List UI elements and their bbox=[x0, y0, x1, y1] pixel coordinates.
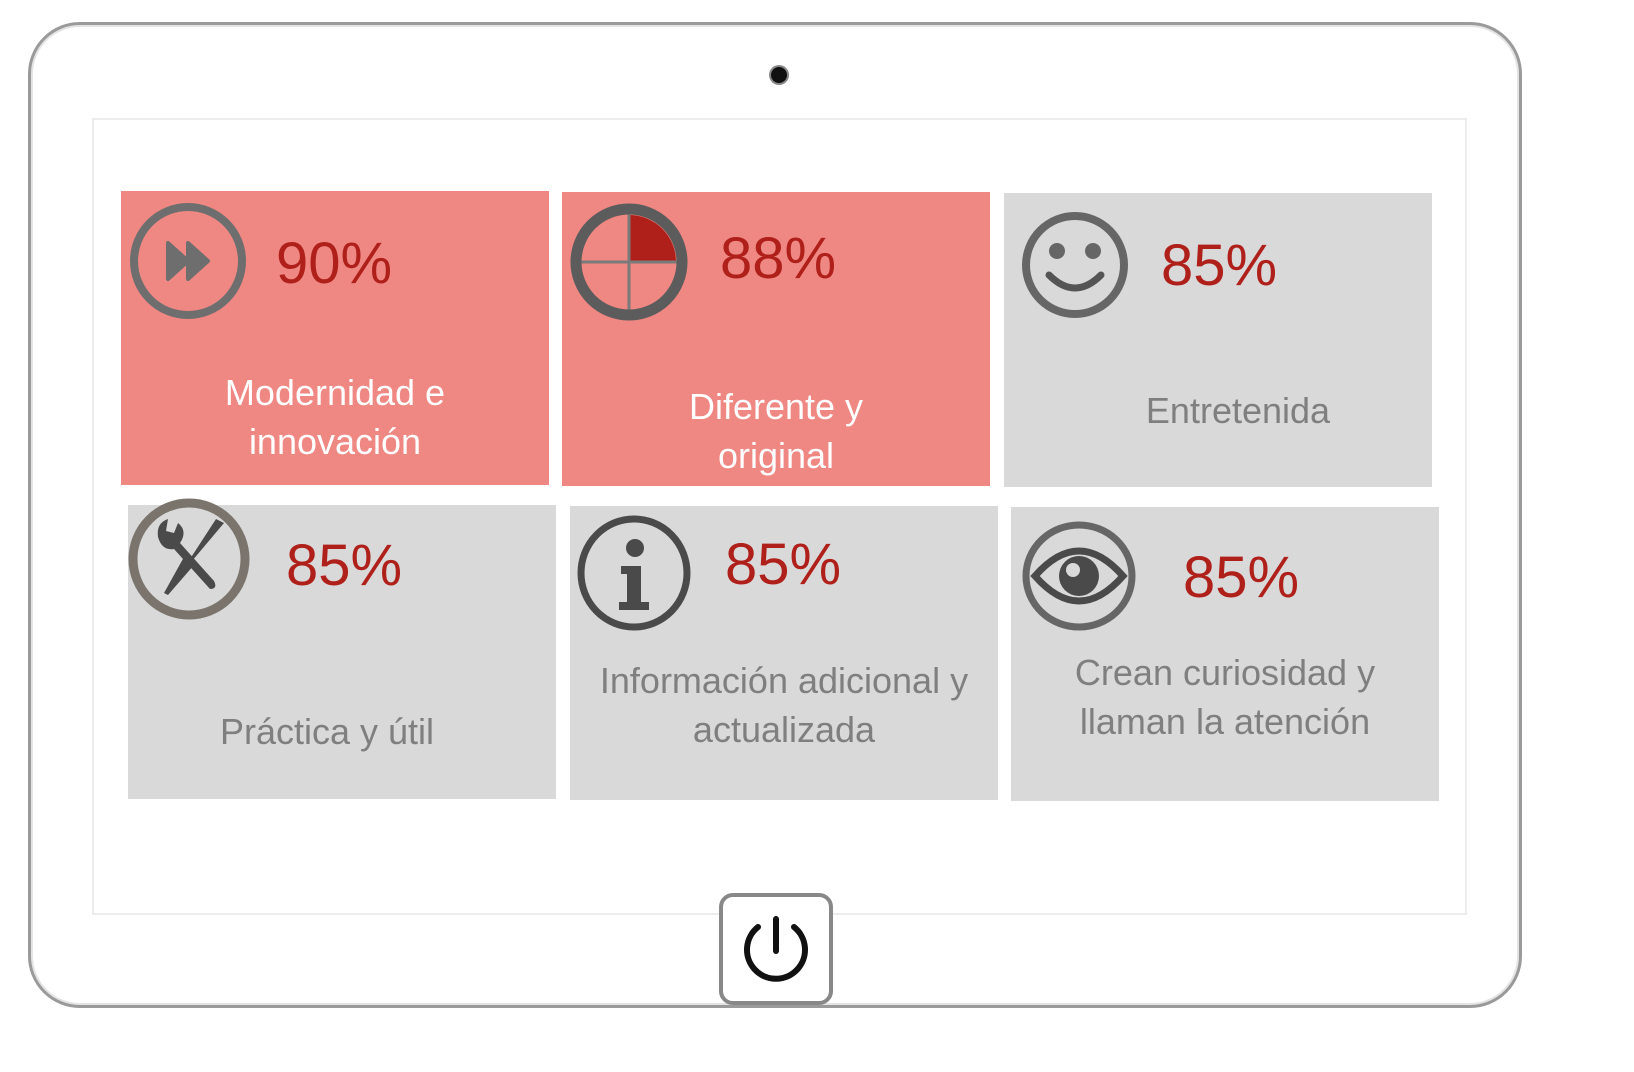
label-line: Entretenida bbox=[1145, 390, 1331, 431]
fast-forward-icon bbox=[130, 203, 246, 319]
card-label: Información adicional y actualizada bbox=[570, 656, 998, 754]
label-line: Diferente y bbox=[688, 386, 864, 427]
card-label: Crean curiosidad y llaman la atención bbox=[1011, 648, 1439, 746]
label-line: Crean curiosidad y bbox=[1074, 652, 1376, 693]
smiley-icon bbox=[1022, 212, 1128, 318]
label-line: actualizada bbox=[692, 709, 876, 750]
card-diferente: 88% Diferente y original bbox=[562, 192, 990, 486]
card-informacion: 85% Información adicional y actualizada bbox=[570, 506, 998, 800]
card-label: Entretenida bbox=[1024, 386, 1452, 435]
percent-value: 88% bbox=[720, 226, 837, 291]
power-button[interactable] bbox=[719, 893, 833, 1005]
tools-icon bbox=[128, 498, 250, 620]
card-label: Diferente y original bbox=[562, 382, 990, 480]
label-line: original bbox=[717, 435, 835, 476]
info-icon bbox=[577, 515, 691, 631]
label-line: Información adicional y bbox=[599, 660, 969, 701]
card-curiosidad: 85% Crean curiosidad y llaman la atenció… bbox=[1011, 507, 1439, 801]
card-entretenida: 85% Entretenida bbox=[1004, 193, 1432, 487]
card-practica: 85% Práctica y útil bbox=[128, 498, 556, 799]
camera-icon bbox=[771, 67, 787, 83]
percent-value: 90% bbox=[276, 231, 393, 296]
power-icon bbox=[744, 916, 808, 982]
target-quadrant-icon bbox=[570, 203, 688, 321]
card-label: Modernidad e innovación bbox=[121, 368, 549, 466]
eye-icon bbox=[1022, 521, 1136, 631]
card-modernidad: 90% Modernidad e innovación bbox=[121, 191, 549, 485]
label-line: Modernidad e bbox=[224, 372, 446, 413]
label-line: llaman la atención bbox=[1079, 701, 1371, 742]
percent-value: 85% bbox=[725, 532, 842, 597]
percent-value: 85% bbox=[1183, 545, 1300, 610]
label-line: Práctica y útil bbox=[219, 711, 435, 752]
percent-value: 85% bbox=[286, 533, 403, 598]
label-line: innovación bbox=[248, 421, 422, 462]
card-label: Práctica y útil bbox=[113, 707, 541, 756]
percent-value: 85% bbox=[1161, 233, 1278, 298]
